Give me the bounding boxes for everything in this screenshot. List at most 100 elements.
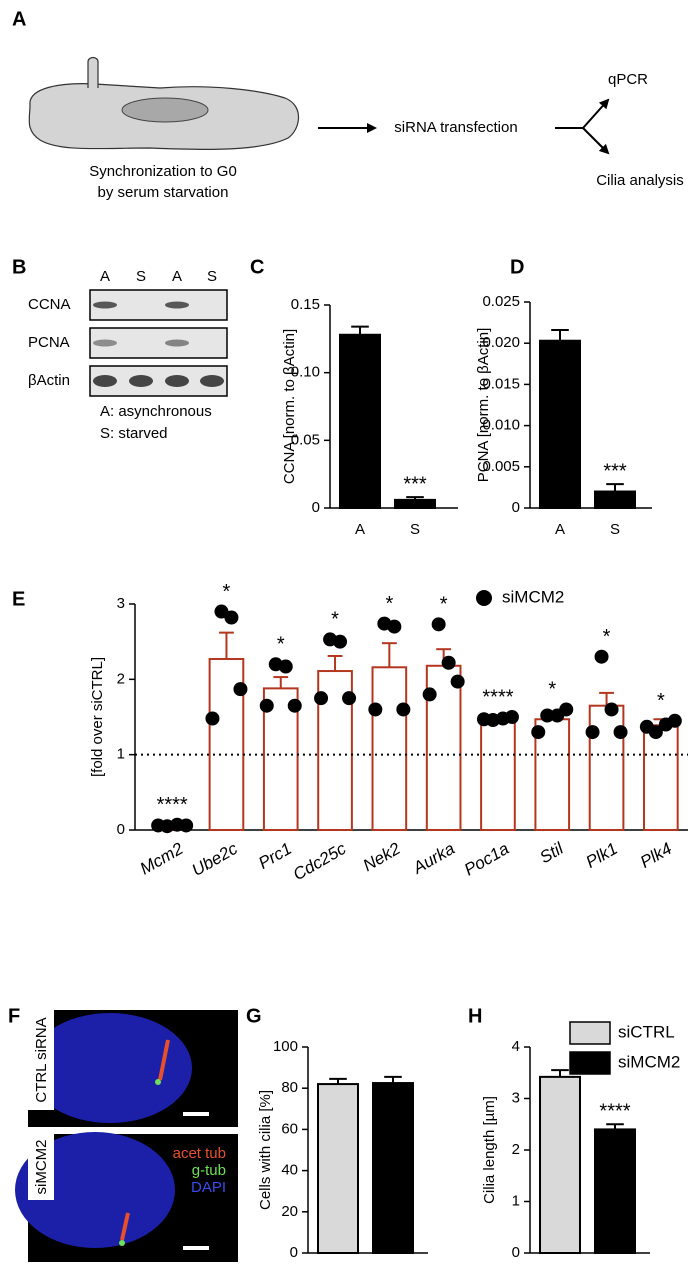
y-tick-label: 0.015	[482, 375, 520, 392]
x-tick-label: A	[355, 521, 365, 538]
bar	[394, 498, 436, 510]
cell-caption: Synchronization to G0	[89, 163, 237, 180]
panel-label: A	[12, 8, 26, 30]
data-point	[233, 682, 248, 697]
data-point	[667, 713, 682, 728]
blot-band	[165, 339, 189, 347]
y-tick-label: 0.10	[291, 364, 320, 381]
significance: ****	[157, 794, 188, 816]
lane-label: S	[207, 268, 217, 285]
data-point	[441, 655, 456, 670]
blot-band	[165, 301, 189, 309]
bar	[480, 718, 516, 832]
panel-label: G	[246, 1005, 262, 1027]
y-tick-label: 0	[117, 821, 125, 838]
data-point	[314, 691, 329, 706]
x-tick-label: Mcm2	[137, 839, 187, 879]
channel-label: DAPI	[191, 1179, 226, 1196]
y-tick-label: 3	[117, 595, 125, 612]
bar	[539, 339, 581, 509]
data-point	[278, 659, 293, 674]
blot-band	[165, 375, 189, 387]
bar	[317, 1083, 359, 1254]
significance: ****	[599, 1101, 630, 1123]
data-point	[224, 610, 239, 625]
y-tick-label: 4	[512, 1038, 520, 1055]
blot-band	[200, 375, 224, 387]
x-tick-label: Nek2	[360, 839, 404, 876]
data-point	[648, 725, 663, 740]
data-point	[342, 691, 357, 706]
data-point	[396, 702, 411, 717]
y-tick-label: 3	[512, 1089, 520, 1106]
image-row-label: siMCM2	[33, 1140, 50, 1195]
blot-band	[129, 375, 153, 387]
data-point	[259, 698, 274, 713]
legend-swatch	[569, 1051, 611, 1075]
lane-label: A	[100, 268, 110, 285]
significance: *	[277, 634, 285, 656]
data-point	[368, 702, 383, 717]
data-point	[594, 649, 609, 664]
y-tick-label: 2	[117, 670, 125, 687]
y-tick-label: 0.010	[482, 417, 520, 434]
significance: *	[331, 609, 339, 631]
blot-band	[93, 301, 117, 309]
x-tick-label: Aurka	[409, 839, 458, 878]
y-tick-label: 0	[312, 499, 320, 516]
data-point	[604, 702, 619, 717]
y-tick-label: 0.005	[482, 458, 520, 475]
cell-drawing	[28, 56, 300, 151]
arrow	[582, 98, 610, 129]
x-tick-label: S	[410, 521, 420, 538]
significance: *	[548, 679, 556, 701]
blot-row-label: PCNA	[28, 334, 70, 351]
data-point	[504, 710, 519, 724]
legend-swatch	[569, 1021, 611, 1045]
legend-marker	[476, 590, 492, 606]
panel-label: E	[12, 588, 25, 610]
blot-legend: A: asynchronous	[100, 403, 212, 420]
bar	[372, 1082, 414, 1255]
x-tick-label: Plk4	[637, 839, 675, 872]
cell-caption: by serum starvation	[98, 184, 229, 201]
blot-band	[93, 339, 117, 347]
data-point	[431, 617, 446, 632]
data-point	[287, 698, 302, 713]
significance: *	[603, 626, 611, 648]
y-tick-label: 0.020	[482, 334, 520, 351]
y-axis-label: [fold over siCTRL]	[89, 657, 106, 777]
panel-label: D	[510, 256, 524, 278]
bar	[643, 724, 679, 832]
channel-label: acet tub	[173, 1145, 226, 1162]
data-point	[585, 725, 600, 740]
significance: *	[385, 593, 393, 615]
panel-label: F	[8, 1005, 20, 1027]
y-tick-label: 0	[512, 499, 520, 516]
data-point	[333, 634, 348, 649]
arrow	[582, 127, 610, 155]
y-tick-label: 0.025	[482, 293, 520, 310]
x-tick-label: Stil	[537, 838, 568, 867]
x-tick-label: Plk1	[583, 839, 621, 872]
data-point	[450, 674, 465, 689]
significance: ****	[482, 686, 513, 708]
significance: ***	[603, 460, 627, 482]
micrograph	[15, 1010, 238, 1262]
y-axis-label: Cilia length [µm]	[481, 1096, 498, 1204]
panel-label: C	[250, 256, 264, 278]
bar	[539, 1075, 581, 1254]
bar	[339, 333, 381, 510]
channel-label: g-tub	[192, 1162, 226, 1179]
significance: *	[440, 594, 448, 616]
data-point	[387, 619, 402, 634]
y-tick-label: 2	[512, 1141, 520, 1158]
y-axis-label: CCNA [norm. to βActin]	[281, 329, 298, 484]
blot-band	[93, 375, 117, 387]
legend-label: siCTRL	[618, 1022, 675, 1041]
x-tick-label: Poc1a	[461, 839, 512, 880]
lane-label: A	[172, 268, 182, 285]
y-tick-label: 0	[290, 1244, 298, 1261]
x-tick-label: Ube2c	[189, 839, 241, 880]
